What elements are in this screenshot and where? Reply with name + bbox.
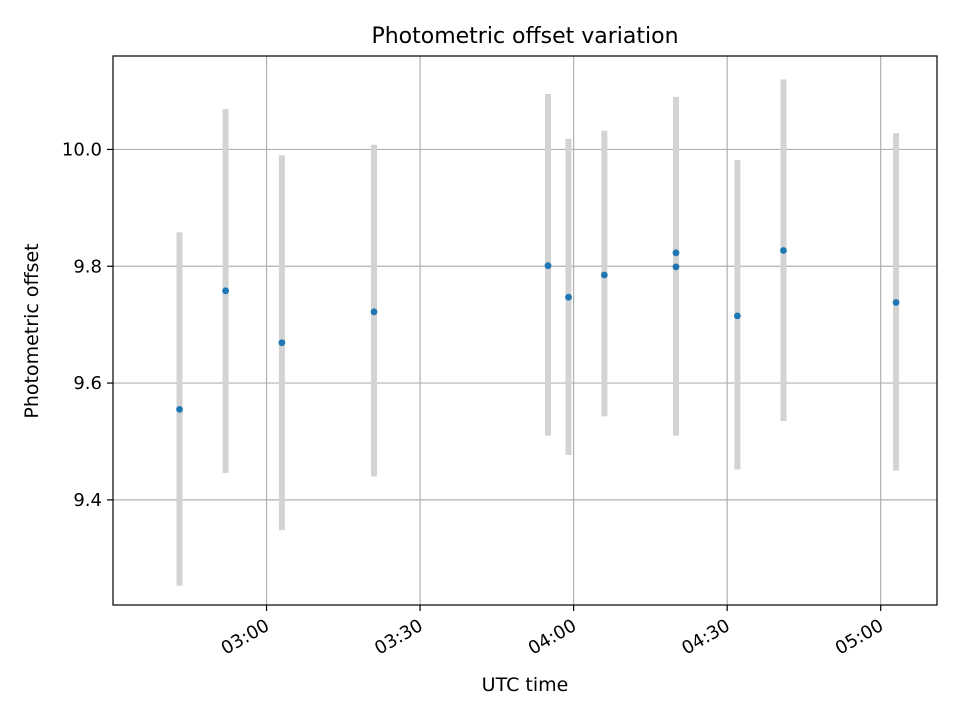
y-tick-label: 9.6 bbox=[73, 373, 102, 394]
data-point bbox=[544, 262, 552, 270]
data-points bbox=[176, 247, 900, 413]
data-point bbox=[672, 263, 680, 271]
data-point bbox=[222, 287, 229, 295]
data-point bbox=[892, 299, 900, 306]
data-point bbox=[176, 405, 183, 413]
data-point bbox=[780, 247, 787, 254]
data-point bbox=[600, 271, 608, 279]
data-point bbox=[565, 293, 572, 301]
y-tick-label: 9.8 bbox=[73, 256, 102, 277]
plot-frame bbox=[112, 55, 938, 606]
y-axis-label: Photometric offset bbox=[21, 243, 43, 418]
chart-title: Photometric offset variation bbox=[371, 24, 678, 49]
data-point bbox=[672, 249, 680, 257]
data-point bbox=[278, 339, 286, 347]
data-point bbox=[370, 308, 378, 316]
data-point bbox=[733, 312, 741, 320]
grid bbox=[113, 56, 937, 605]
y-tick-label: 9.4 bbox=[73, 490, 102, 511]
x-axis-label: UTC time bbox=[482, 674, 569, 696]
y-tick-label: 10.0 bbox=[62, 139, 102, 160]
